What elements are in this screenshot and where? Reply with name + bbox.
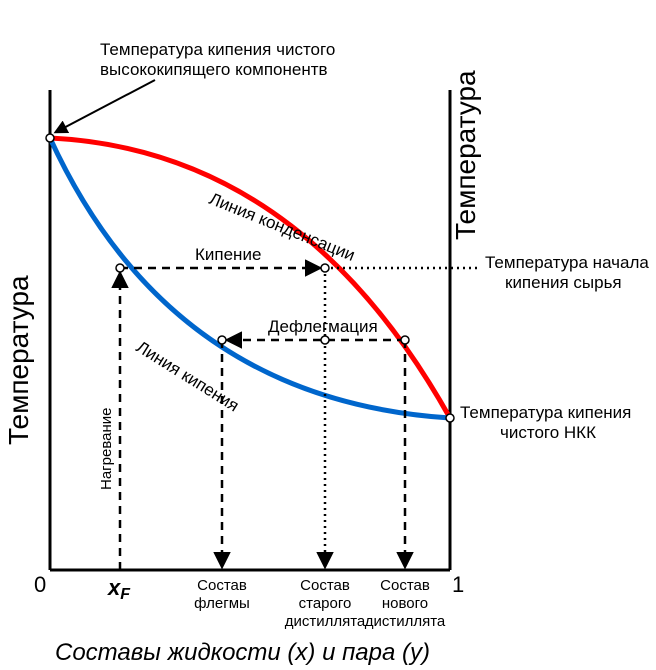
svg-text:флегмы: флегмы <box>194 595 250 612</box>
svg-text:нового: нового <box>382 595 428 612</box>
svg-text:Состав: Состав <box>380 577 430 594</box>
x-axis-label: Составы жидкости (x) и пара (y) <box>55 639 430 666</box>
heating-label: Нагревание <box>98 408 115 490</box>
boiling-label: Кипение <box>195 245 261 264</box>
y-axis-label-left: Температура <box>3 275 34 445</box>
tick-zero: 0 <box>34 572 46 597</box>
svg-text:Состав: Состав <box>300 577 350 594</box>
top-callout-line1: Температура кипения чистого <box>100 40 335 59</box>
bottom-right-callout-line2: чистого НКК <box>500 423 596 442</box>
bottom-right-callout-line1: Температура кипения <box>460 403 631 422</box>
boiling-curve <box>50 138 450 418</box>
svg-text:дистиллята: дистиллята <box>365 613 446 630</box>
svg-text:дистиллята: дистиллята <box>285 613 366 630</box>
xf-label: xF <box>107 575 131 603</box>
condensation-curve <box>50 138 450 418</box>
callout-arrow <box>56 80 155 132</box>
svg-text:Состав: Состав <box>197 577 247 594</box>
svg-text:старого: старого <box>299 595 352 612</box>
marker-dots <box>46 134 454 422</box>
right-callout-line2: кипения сырья <box>505 273 622 292</box>
dephlegmation-label: Дефлегмация <box>268 317 378 336</box>
y-axis-label-right: Температура <box>450 70 481 240</box>
bottom-labels: Состав флегмы Состав старого дистиллята … <box>194 577 446 630</box>
right-callout-line1: Температура начала <box>485 253 649 272</box>
phase-diagram: Температура Температура Составы жидкости… <box>0 0 656 670</box>
tick-one: 1 <box>452 572 464 597</box>
top-callout-line2: высококипящего компонентв <box>100 60 328 79</box>
